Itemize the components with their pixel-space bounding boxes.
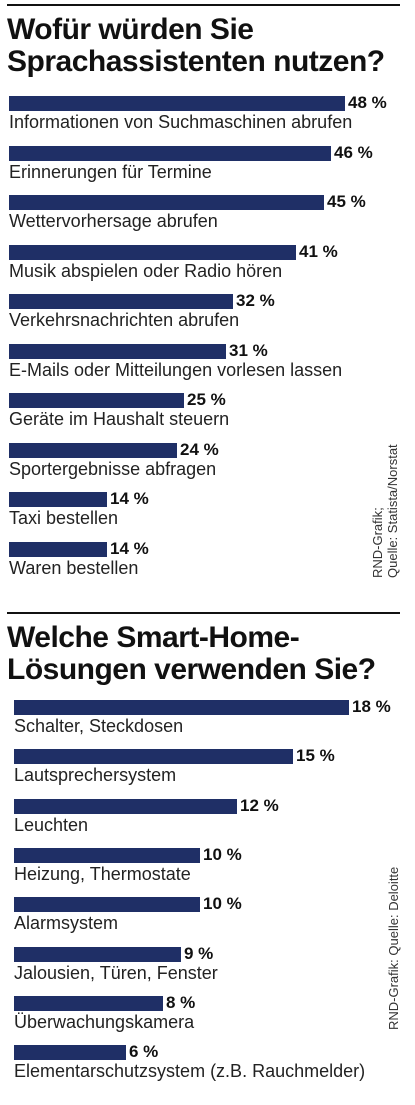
category-label: Sportergebnisse abfragen <box>9 458 217 479</box>
source-voice-assistants: RND-Grafik; Quelle: Statista/Norstat <box>370 444 400 578</box>
bar <box>14 995 163 1011</box>
bar-row: 8 % Überwachungskamera <box>0 992 415 1044</box>
value-label: 18 % <box>352 697 391 716</box>
category-label: Taxi bestellen <box>9 508 119 528</box>
value-label: 10 % <box>203 894 242 914</box>
bar <box>14 847 200 863</box>
category-label: Schalter, Steckdosen <box>14 716 184 736</box>
value-label: 14 % <box>110 489 149 508</box>
bar <box>9 294 233 309</box>
category-label: Waren bestellen <box>9 557 139 578</box>
bar <box>9 492 107 507</box>
bar-row: 32 % Verkehrsnachrichten abrufen <box>0 291 415 342</box>
bar-row: 48 % Informationen von Suchmaschinen abru… <box>0 93 415 144</box>
bar-row: 45 % Wettervorhersage abrufen <box>0 192 415 243</box>
category-label: Musik abspielen oder Radio hören <box>9 260 283 281</box>
bar-row: 12 % Leuchten <box>0 795 415 847</box>
bar-row: 15 % Lautsprechersystem <box>0 746 415 797</box>
bar <box>9 96 345 111</box>
bar <box>9 145 331 161</box>
bar <box>9 343 226 359</box>
bar <box>9 195 324 210</box>
value-label: 41 % <box>299 241 338 261</box>
chart-title-smart-home: Welche Smart-Home-Lösungen verwenden Sie… <box>7 621 376 686</box>
source-smart-home: RND-Grafik: Quelle: Deloitte <box>386 867 401 1030</box>
value-label: 10 % <box>203 844 242 864</box>
category-label: Wettervorhersage abrufen <box>9 211 218 231</box>
value-label: 15 % <box>296 746 335 766</box>
value-label: 8 % <box>166 992 196 1012</box>
bar-row: 14 % Taxi bestellen <box>0 489 415 540</box>
bar-row: 14 % Waren bestellen <box>0 538 415 590</box>
value-label: 31 % <box>229 340 268 360</box>
value-label: 48 % <box>348 93 387 112</box>
value-label: 6 % <box>129 1042 159 1062</box>
bar-row: 24 % Sportergebnisse abfragen <box>0 439 415 491</box>
bar <box>14 798 237 814</box>
top-rule <box>7 4 400 6</box>
category-label: Jalousien, Türen, Fenster <box>14 962 218 983</box>
bar <box>14 1045 126 1061</box>
category-label: Elementarschutzsystem (z.B. Rauchmelder) <box>14 1061 366 1082</box>
bar <box>14 946 181 962</box>
bar-row: 9 % Jalousien, Türen, Fenster <box>0 943 415 995</box>
category-label: E-Mails oder Mitteilungen vorlesen lasse… <box>9 359 343 380</box>
value-label: 9 % <box>184 943 214 963</box>
bar <box>14 700 349 715</box>
chart-title-voice-assistants: Wofür würden Sie Sprachassistenten nutze… <box>7 13 385 78</box>
bar-row: 18 % Schalter, Steckdosen <box>0 697 415 748</box>
bar-row: 10 % Heizung, Thermostate <box>0 844 415 896</box>
bar <box>9 541 107 557</box>
category-label: Geräte im Haushalt steuern <box>9 409 230 429</box>
value-label: 14 % <box>110 538 149 558</box>
bar <box>9 244 296 260</box>
bar-row: 41 % Musik abspielen oder Radio hören <box>0 241 415 293</box>
bar-row: 31 % E-Mails oder Mitteilungen vorlesen l… <box>0 340 415 392</box>
category-label: Lautsprechersystem <box>14 765 177 786</box>
bar-row: 25 % Geräte im Haushalt steuern <box>0 390 415 441</box>
category-label: Leuchten <box>14 814 89 835</box>
value-label: 24 % <box>180 439 219 459</box>
value-label: 45 % <box>327 192 366 211</box>
category-label: Alarmsystem <box>14 913 119 934</box>
category-label: Informationen von Suchmaschinen abrufen <box>9 112 353 132</box>
bar-row: 46 % Erinnerungen für Termine <box>0 142 415 194</box>
bar-row: 10 % Alarmsystem <box>0 894 415 945</box>
source-line: Quelle: Statista/Norstat <box>385 444 400 578</box>
bar <box>9 442 177 458</box>
category-label: Erinnerungen für Termine <box>9 161 212 182</box>
bar <box>14 897 200 913</box>
value-label: 46 % <box>334 142 373 162</box>
section-rule <box>7 612 400 614</box>
category-label: Heizung, Thermostate <box>14 863 191 884</box>
category-label: Überwachungskamera <box>14 1011 195 1032</box>
value-label: 32 % <box>236 291 275 310</box>
source-line: RND-Grafik; <box>370 507 385 578</box>
source-line: RND-Grafik: Quelle: Deloitte <box>386 866 401 1030</box>
bar-row: 6 % Elementarschutzsystem (z.B. Rauchmeld… <box>0 1042 415 1093</box>
category-label: Verkehrsnachrichten abrufen <box>9 310 240 330</box>
bar <box>9 393 184 408</box>
bar <box>14 749 293 765</box>
value-label: 25 % <box>187 390 226 409</box>
value-label: 12 % <box>240 795 279 815</box>
